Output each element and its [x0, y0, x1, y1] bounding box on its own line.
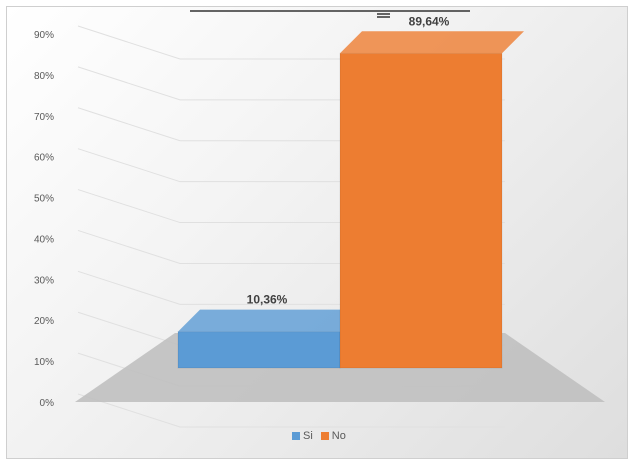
data-labels: 10,36% 89,64% — [247, 14, 450, 306]
top-decoration — [190, 10, 470, 18]
legend-item-no: No — [320, 430, 346, 442]
legend-item-si: Si — [292, 430, 313, 442]
y-tick-label: 30% — [34, 275, 54, 286]
y-tick-label: 60% — [34, 153, 54, 164]
y-tick-label: 10% — [34, 357, 54, 368]
gridline — [77, 393, 505, 428]
y-tick-label: 90% — [34, 30, 54, 41]
y-tick-label: 40% — [34, 234, 54, 245]
data-label-si: 10,36% — [247, 293, 288, 307]
legend: Si No — [292, 430, 346, 442]
bar-top-no — [340, 31, 524, 54]
bar-top-si — [178, 309, 362, 332]
y-tick-label: 70% — [34, 112, 54, 123]
bars — [177, 31, 524, 369]
legend-label-no: No — [331, 430, 346, 442]
data-label-no: 89,64% — [409, 14, 450, 28]
bar-no — [339, 52, 503, 369]
y-tick-label: 0% — [40, 398, 55, 409]
legend-swatch-no — [320, 432, 329, 440]
y-tick-label: 20% — [34, 316, 54, 327]
legend-label-si: Si — [303, 430, 313, 442]
y-tick-label: 80% — [34, 71, 54, 82]
y-axis: 0% 10% 20% 30% 40% 50% 60% 70% 80% 90% — [34, 30, 54, 409]
y-tick-label: 50% — [34, 194, 54, 205]
legend-swatch-si — [292, 432, 300, 440]
bar-si — [177, 331, 341, 369]
